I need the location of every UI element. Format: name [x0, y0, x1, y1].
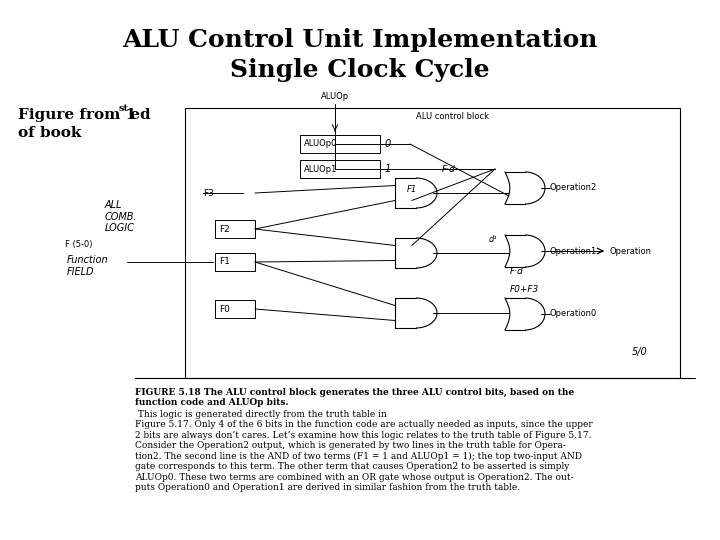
Text: ALL
COMB.
LOGIC: ALL COMB. LOGIC [105, 200, 138, 233]
Text: ALUOp1: ALUOp1 [304, 165, 338, 173]
Text: Operation2: Operation2 [550, 184, 598, 192]
Text: Function: Function [67, 255, 109, 265]
Text: F1: F1 [219, 258, 230, 267]
Text: ed: ed [125, 108, 150, 122]
Text: FIGURE 5.18 The ALU control block generates the three ALU control bits, based on: FIGURE 5.18 The ALU control block genera… [135, 388, 574, 407]
Text: Operation0: Operation0 [550, 309, 598, 319]
Text: F1: F1 [407, 186, 417, 194]
Text: of book: of book [18, 126, 81, 140]
Text: F0+F3: F0+F3 [510, 286, 539, 294]
Text: st: st [119, 104, 129, 113]
Text: Single Clock Cycle: Single Clock Cycle [230, 58, 490, 82]
Text: ALU control block: ALU control block [416, 112, 489, 121]
Text: ALU Control Unit Implementation: ALU Control Unit Implementation [122, 28, 598, 52]
Text: F3: F3 [203, 188, 214, 198]
Text: F (5-0): F (5-0) [65, 240, 92, 249]
Text: 0: 0 [385, 139, 391, 149]
Text: ALUOp: ALUOp [321, 92, 349, 101]
Bar [300, 160, 380, 178]
Bar [215, 300, 255, 318]
Text: Operation: Operation [609, 246, 651, 255]
Bar [185, 108, 680, 378]
Text: F·d: F·d [442, 165, 456, 174]
Text: Figure from 1: Figure from 1 [18, 108, 136, 122]
Bar [215, 253, 255, 271]
Text: F2: F2 [219, 225, 230, 233]
Text: 5/0: 5/0 [632, 347, 648, 357]
Bar [215, 220, 255, 238]
Text: 1: 1 [385, 164, 391, 174]
Text: F0: F0 [219, 305, 230, 314]
Bar [300, 135, 380, 153]
Text: Operation1: Operation1 [550, 246, 598, 255]
Text: d¹: d¹ [489, 235, 498, 245]
Text: FIELD: FIELD [67, 267, 94, 277]
Text: ALUOp0: ALUOp0 [304, 139, 338, 148]
Text: This logic is generated directly from the truth table in
Figure 5.17. Only 4 of : This logic is generated directly from th… [135, 410, 593, 492]
Text: F·d: F·d [510, 267, 523, 276]
